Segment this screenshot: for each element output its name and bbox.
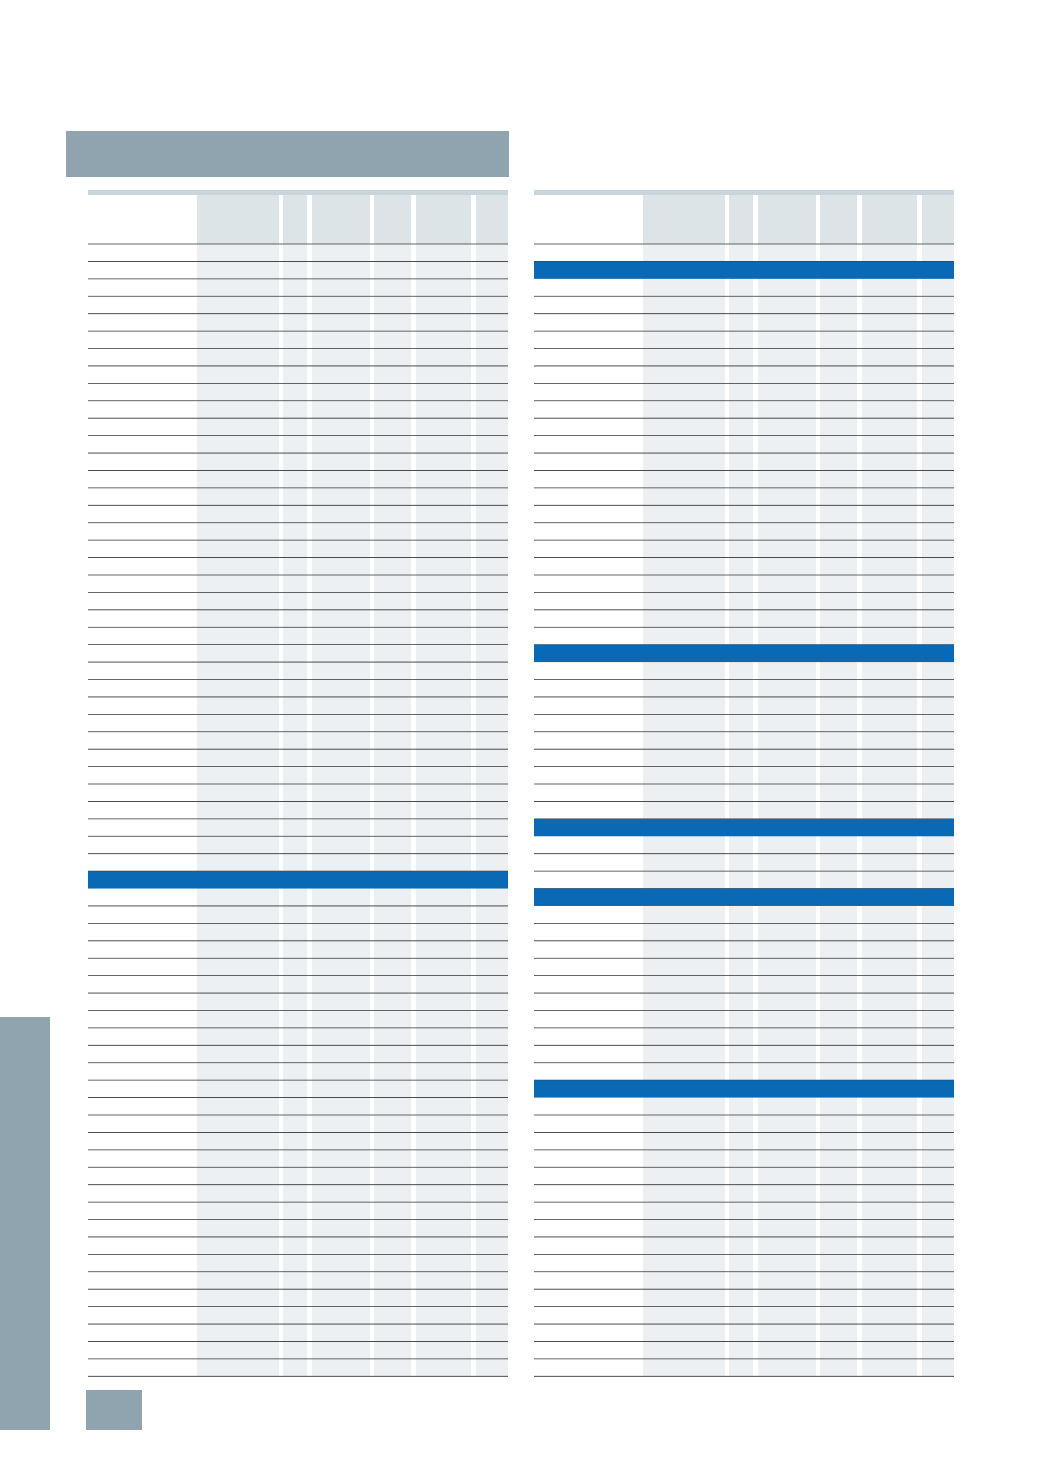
column-shade bbox=[643, 244, 725, 1377]
header-cell-shade bbox=[374, 195, 411, 244]
column-shade bbox=[820, 244, 857, 1377]
header-cell-shade bbox=[643, 195, 725, 244]
section-bar bbox=[534, 644, 954, 663]
header-cell-shade bbox=[283, 195, 307, 244]
column-shade bbox=[374, 244, 411, 1377]
column-shade bbox=[862, 244, 917, 1377]
column-shade bbox=[922, 244, 954, 1377]
header-cell-shade bbox=[729, 195, 753, 244]
header-box bbox=[66, 131, 509, 177]
column-shade bbox=[283, 244, 307, 1377]
section-bar bbox=[534, 1080, 954, 1098]
column-shade bbox=[416, 244, 471, 1377]
section-bar bbox=[534, 888, 954, 906]
side-tab bbox=[0, 1017, 50, 1430]
header-cell-shade bbox=[416, 195, 471, 244]
header-cell-shade bbox=[820, 195, 857, 244]
header-cell-shade bbox=[197, 195, 279, 244]
column-shade bbox=[197, 244, 279, 1377]
header-cell-shade bbox=[476, 195, 508, 244]
section-bar bbox=[88, 871, 508, 889]
column-shade bbox=[758, 244, 816, 1377]
section-bar bbox=[534, 818, 954, 837]
section-bar bbox=[534, 261, 954, 279]
header-cell-shade bbox=[758, 195, 816, 244]
header-cell-shade bbox=[922, 195, 954, 244]
table-top-rule bbox=[88, 190, 508, 195]
page-number-box bbox=[86, 1390, 142, 1430]
column-shade bbox=[312, 244, 370, 1377]
header-cell-shade bbox=[862, 195, 917, 244]
header-cell-shade bbox=[312, 195, 370, 244]
column-shade bbox=[729, 244, 753, 1377]
column-shade bbox=[476, 244, 508, 1377]
table-top-rule bbox=[534, 190, 954, 195]
